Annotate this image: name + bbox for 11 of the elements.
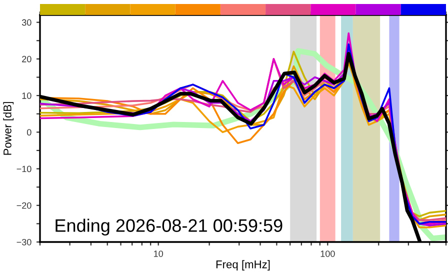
y-tick-label: −30	[16, 238, 32, 246]
annotation: Ending 2026-08-21 00:59:59	[56, 218, 282, 236]
y-tick-label: 20	[22, 56, 32, 62]
y-axis-title: Power [dB]	[3, 102, 14, 155]
y-tick-label: 10	[22, 92, 32, 99]
x-axis-title: Freq [mHz]	[216, 260, 270, 270]
y-tick-label: −20	[16, 202, 32, 209]
x-tick-label: 100	[320, 250, 335, 257]
y-tick-label: 0	[27, 129, 32, 136]
y-tick-label: 30	[22, 19, 32, 26]
y-tick-label: −10	[16, 166, 32, 172]
